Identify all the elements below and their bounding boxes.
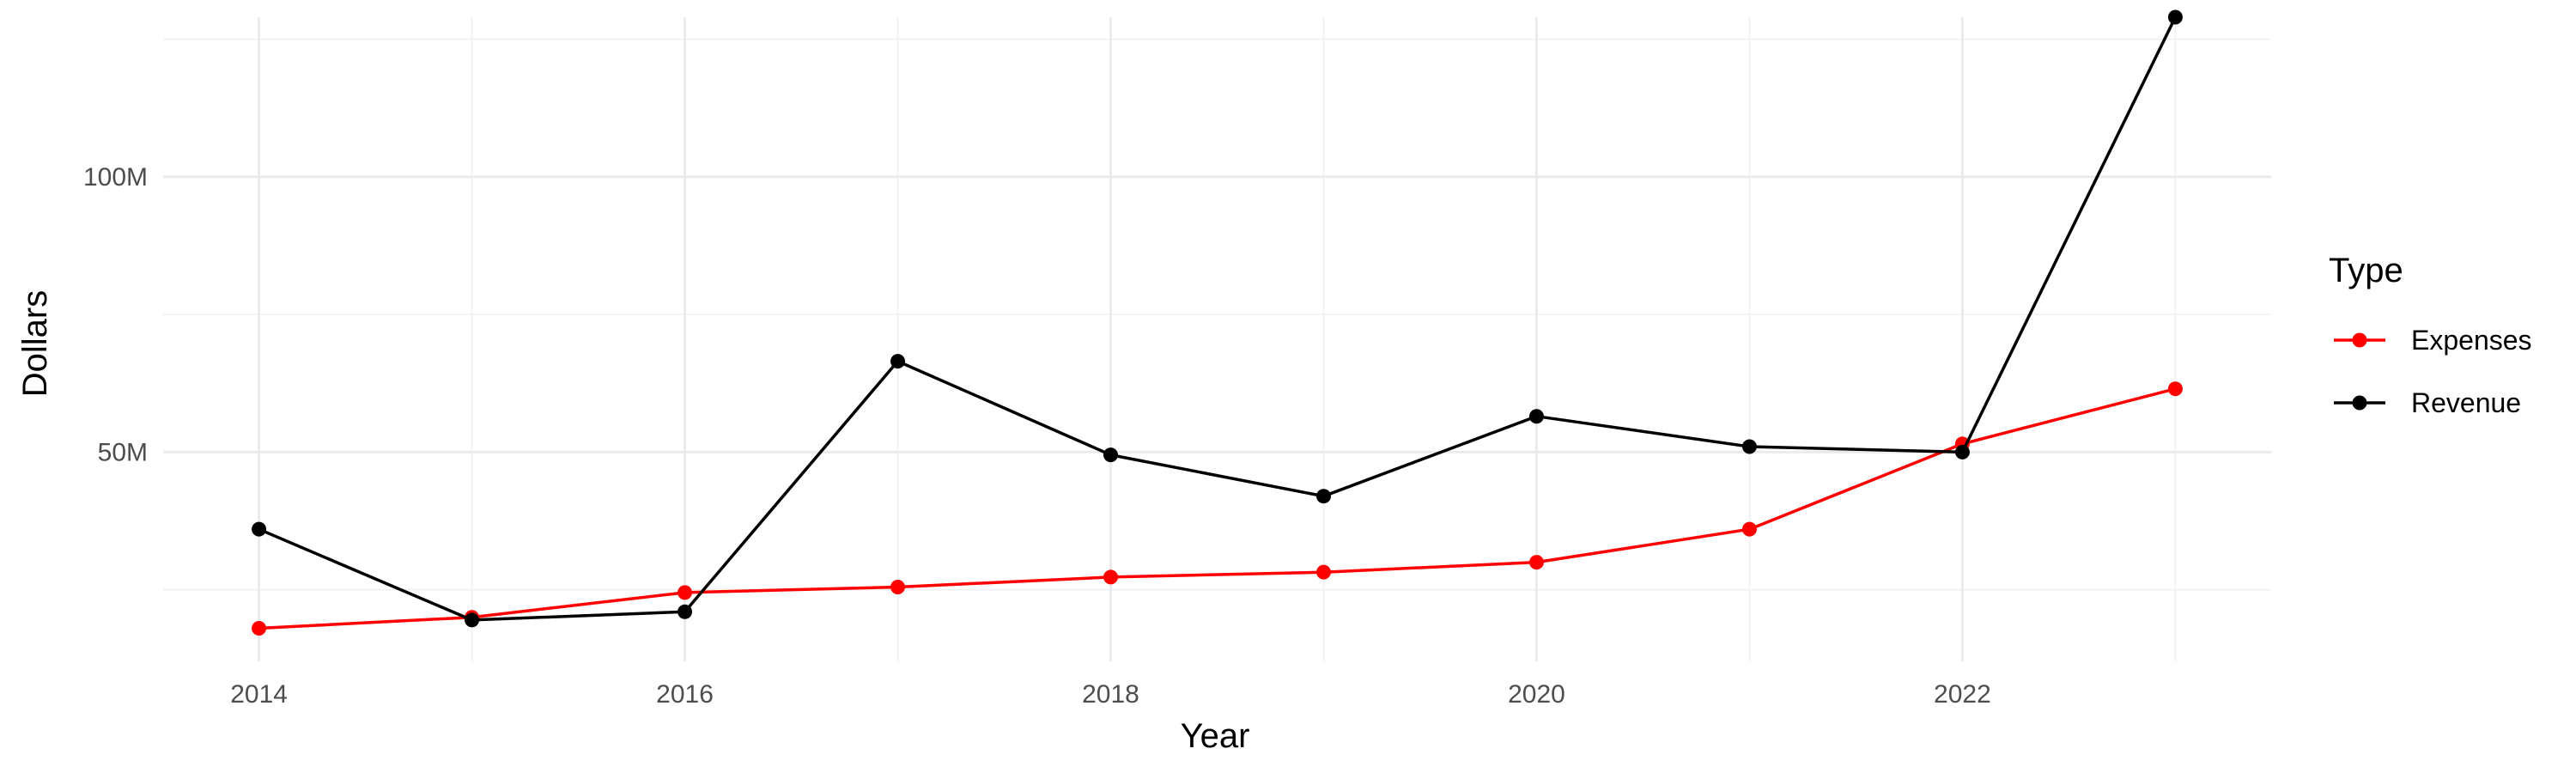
major-gridlines bbox=[163, 17, 2271, 661]
revenue-point bbox=[252, 521, 267, 537]
x-tick-label: 2020 bbox=[1508, 680, 1565, 709]
expenses-point bbox=[1528, 555, 1544, 570]
revenue-point bbox=[1954, 444, 1970, 460]
x-tick-label: 2022 bbox=[1934, 680, 1991, 709]
legend: Type Expenses Revenue bbox=[2329, 252, 2532, 418]
y-tick-label: 50M bbox=[98, 438, 148, 466]
x-axis-title: Year bbox=[1181, 717, 1250, 755]
expenses-point bbox=[1741, 521, 1757, 537]
y-axis-tick-labels: 50M 100M bbox=[83, 163, 148, 467]
expenses-line bbox=[258, 387, 2176, 630]
revenue-point bbox=[1528, 409, 1544, 424]
revenue-point bbox=[677, 604, 693, 619]
x-tick-label: 2018 bbox=[1082, 680, 1139, 709]
legend-label-expenses: Expenses bbox=[2411, 325, 2532, 356]
x-tick-label: 2014 bbox=[230, 680, 288, 709]
legend-key-point-revenue bbox=[2352, 395, 2367, 411]
x-tick-label: 2016 bbox=[656, 680, 714, 709]
expenses-point bbox=[1315, 564, 1331, 580]
revenue-point bbox=[2167, 9, 2183, 25]
revenue-point bbox=[465, 612, 480, 628]
revenue-point bbox=[1315, 489, 1331, 504]
expenses-point bbox=[890, 579, 906, 594]
revenue-point bbox=[1103, 447, 1119, 463]
legend-title: Type bbox=[2329, 252, 2403, 289]
minor-gridlines bbox=[163, 17, 2271, 661]
series-layer bbox=[252, 9, 2183, 636]
x-axis-tick-labels: 2014 2016 2018 2020 2022 bbox=[230, 680, 1991, 709]
expenses-point bbox=[1103, 569, 1119, 585]
expenses-point bbox=[2167, 381, 2183, 397]
expenses-point bbox=[252, 621, 267, 636]
y-axis-title: Dollars bbox=[16, 290, 54, 397]
legend-key-point-expenses bbox=[2352, 332, 2367, 348]
y-tick-label: 100M bbox=[83, 163, 148, 192]
legend-items: Expenses Revenue bbox=[2334, 325, 2532, 418]
revenue-point bbox=[1741, 439, 1757, 454]
expenses-point bbox=[677, 585, 693, 600]
legend-label-revenue: Revenue bbox=[2411, 387, 2521, 418]
revenue-point bbox=[890, 354, 906, 369]
revenue-line bbox=[258, 16, 2177, 622]
